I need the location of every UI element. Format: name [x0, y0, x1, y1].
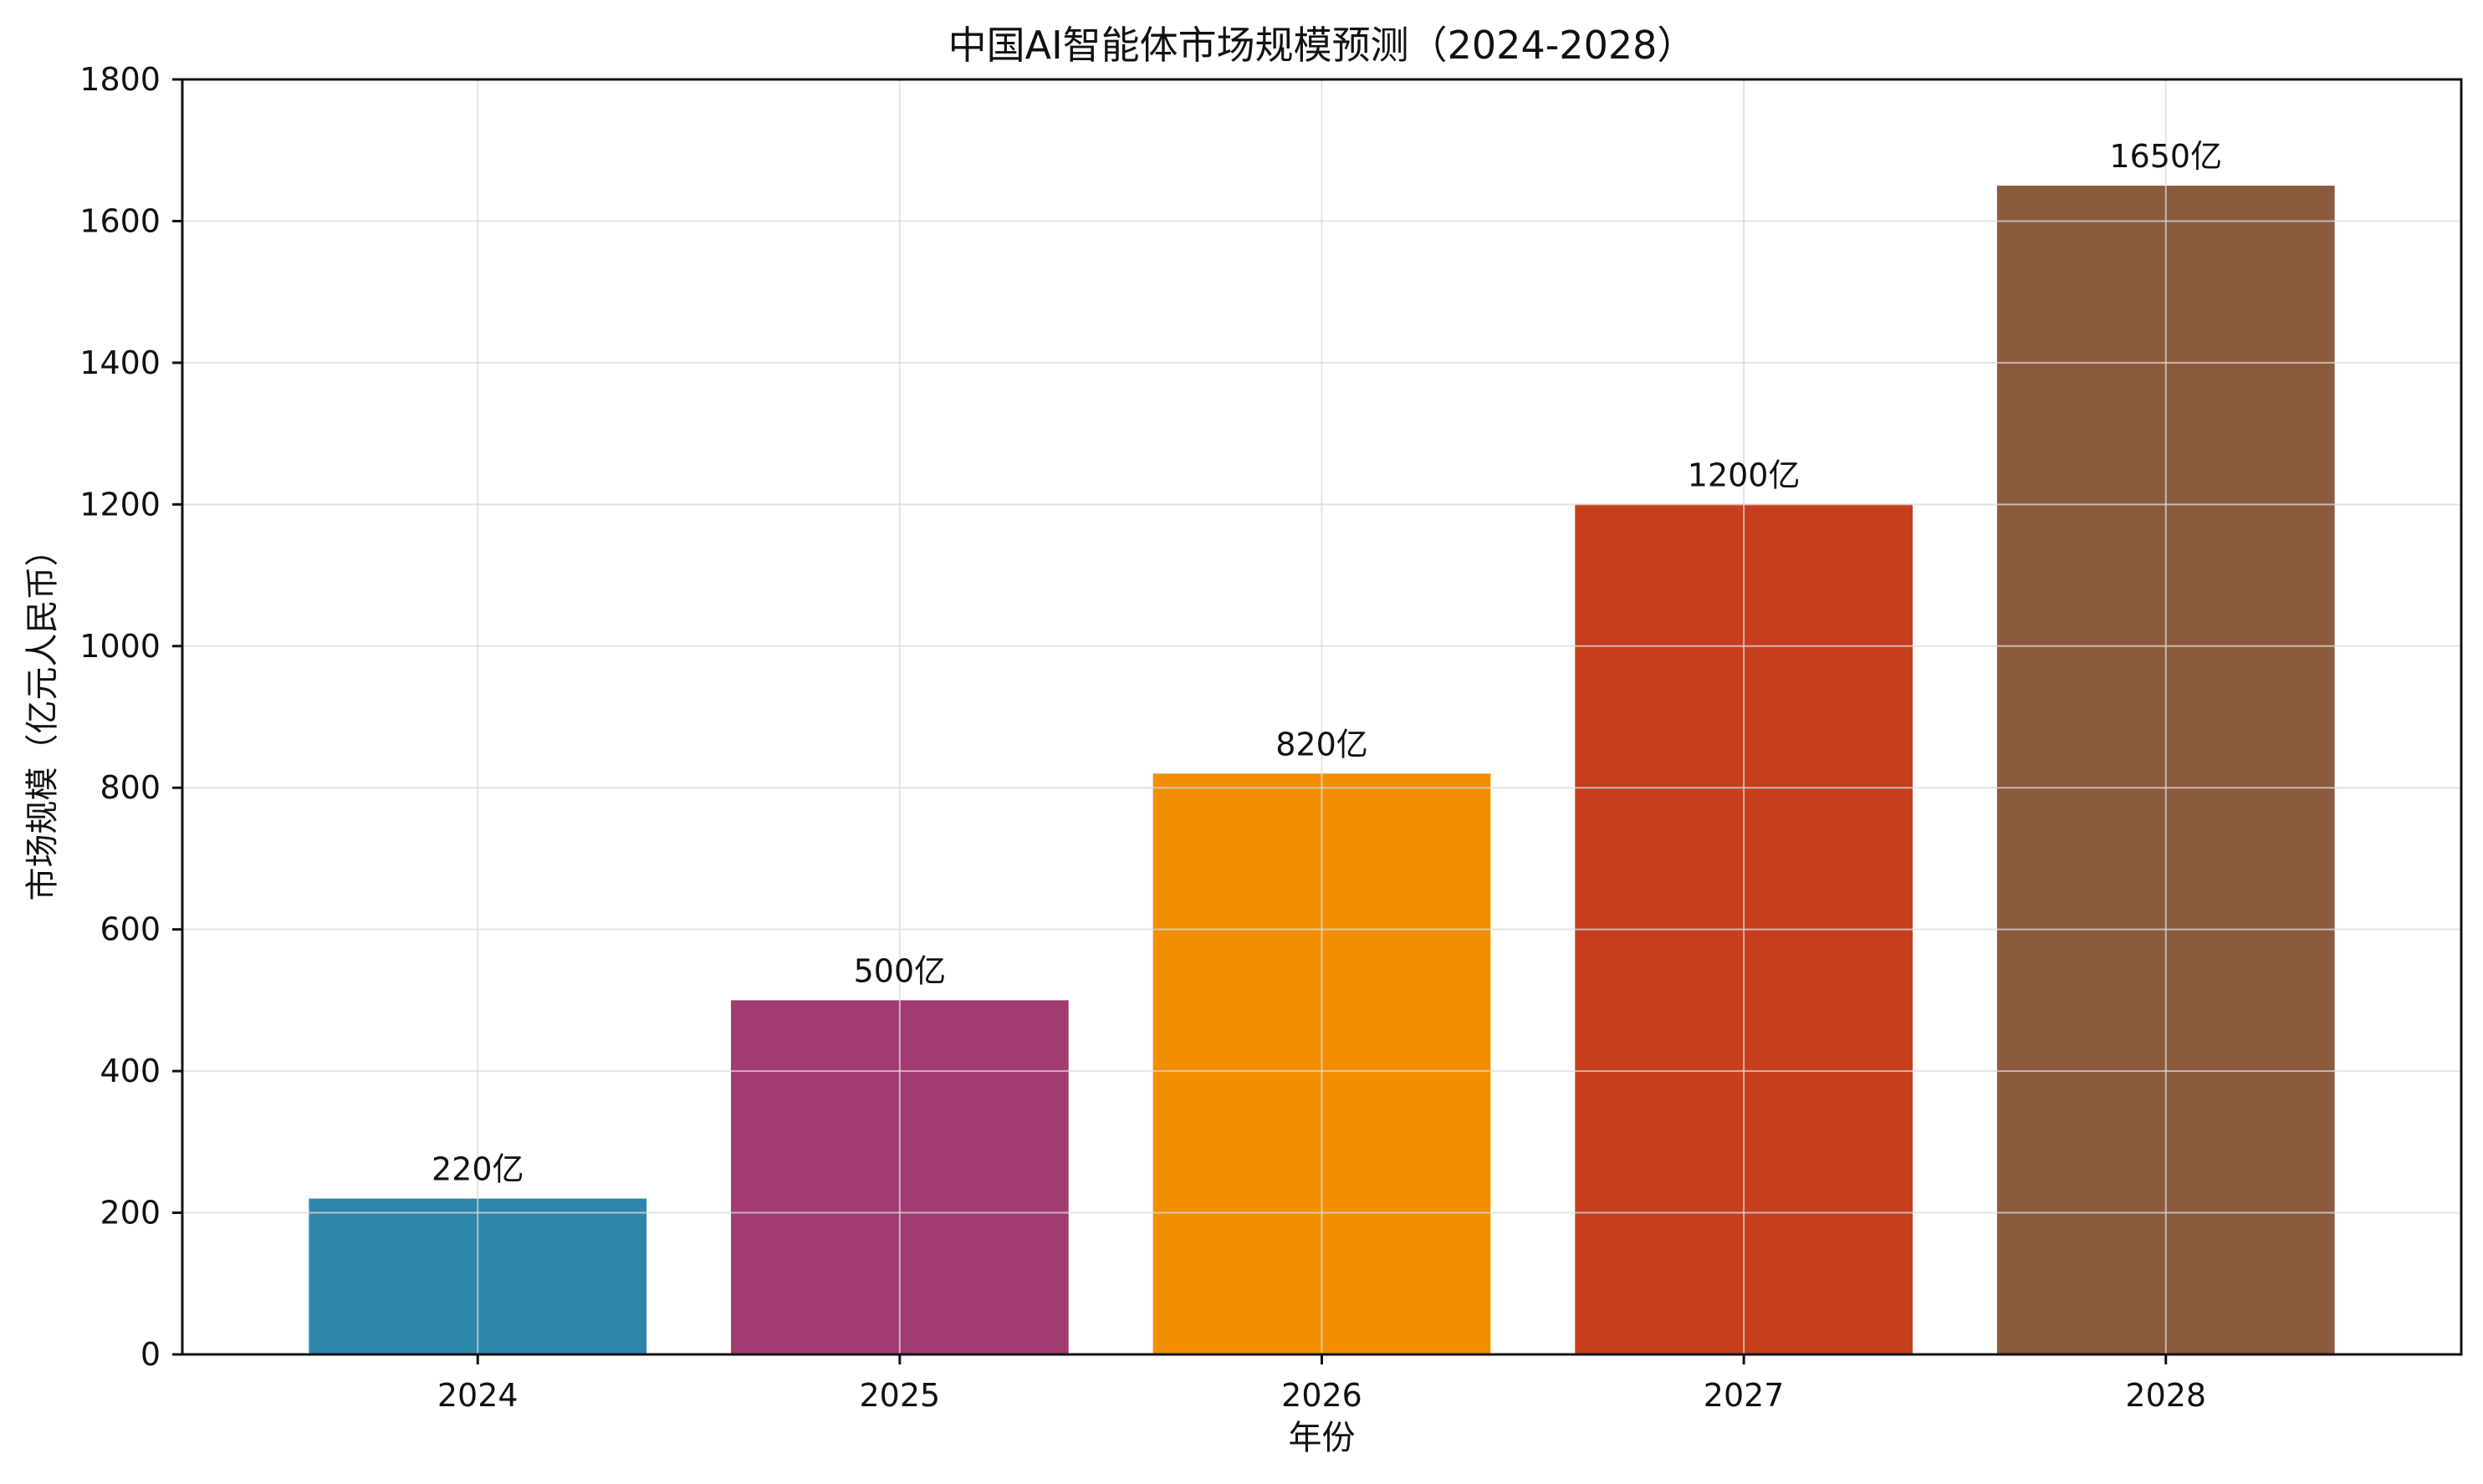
y-tick-label: 600	[100, 911, 161, 948]
data-label: 1650亿	[2109, 138, 2222, 175]
x-axis-label: 年份	[1289, 1419, 1356, 1457]
y-tick-label: 800	[100, 769, 161, 806]
data-label: 1200亿	[1688, 456, 1801, 493]
y-tick-label: 1600	[79, 202, 161, 239]
y-axis-label: 市场规模（亿元人民币）	[23, 533, 62, 901]
x-tick-label: 2028	[2125, 1377, 2206, 1414]
tick-layer: 0 200 400 600 800 1000 1200 1400 1600 1800 2024 202…	[79, 61, 2206, 1414]
y-tick-label: 200	[100, 1195, 161, 1232]
y-tick-label: 400	[100, 1053, 161, 1089]
x-tick-label: 2027	[1704, 1377, 1785, 1414]
y-tick-label: 1400	[79, 344, 161, 381]
x-tick-label: 2026	[1281, 1377, 1362, 1414]
data-label-layer: 220亿 500亿 820亿 1200亿 1650亿	[432, 138, 2222, 1188]
data-label: 220亿	[432, 1151, 524, 1188]
axes-frame	[181, 78, 2463, 1356]
chart-title: 中国AI智能体市场规模预测（2024-2028）	[948, 23, 1696, 68]
y-tick-label: 1200	[79, 486, 161, 523]
y-tick-label: 1000	[79, 628, 161, 665]
y-tick-label: 1800	[79, 61, 161, 98]
x-tick-label: 2025	[860, 1377, 941, 1414]
x-tick-label: 2024	[437, 1377, 519, 1414]
data-label: 820亿	[1275, 726, 1368, 762]
data-label: 500亿	[854, 952, 947, 989]
y-tick-label: 0	[140, 1336, 161, 1373]
